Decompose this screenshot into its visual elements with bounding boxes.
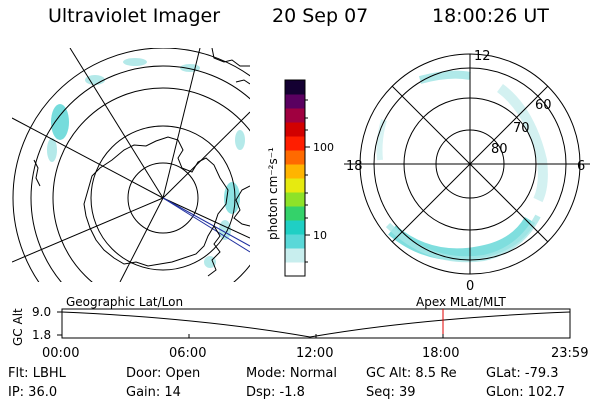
- mlt-label-0: 0: [466, 279, 474, 294]
- left-panel-label: Geographic Lat/Lon: [66, 295, 183, 309]
- coastline-antarctica: [83, 136, 229, 267]
- info-door: Door: Open: [126, 366, 200, 381]
- info-gcalt: GC Alt: 8.5 Re: [366, 366, 457, 381]
- coastline-oceania: [211, 48, 250, 85]
- mlt-label-18: 18: [346, 159, 363, 174]
- mlat-label-80: 80: [491, 142, 508, 157]
- mlat-label-60: 60: [535, 98, 552, 113]
- magnetic-polar-plot: 12 6 0 18 60 70 80: [344, 49, 590, 294]
- altitude-ylabel: GC Alt: [11, 308, 25, 346]
- xtick-2359: 23:59: [551, 346, 588, 361]
- colorbar-cell: [285, 262, 305, 277]
- aurora-emission-right: [376, 70, 548, 263]
- altitude-strip: Geographic Lat/Lon Apex MLat/MLT GC Alt …: [11, 295, 588, 361]
- colorbar-cell: [285, 192, 305, 207]
- altitude-frame: [61, 308, 571, 339]
- altitude-ytick-top: 9.0: [32, 305, 51, 319]
- longitude-lines: [12, 48, 250, 282]
- xtick-1200: 12:00: [296, 346, 333, 361]
- colorbar-cell: [285, 178, 305, 193]
- mlat-label-70: 70: [513, 121, 530, 136]
- colorbar-cell: [285, 122, 305, 137]
- coastline-south-america: [233, 185, 250, 227]
- mlt-lines: [344, 54, 590, 274]
- colorbar-cell: [285, 150, 305, 165]
- colorbar-tick-10: 10: [313, 229, 327, 242]
- colorbar-cell: [285, 94, 305, 109]
- colorbar-cell: [285, 108, 305, 123]
- right-panel-label: Apex MLat/MLT: [416, 295, 506, 309]
- colorbar-frame: [284, 79, 306, 277]
- xtick-0600: 06:00: [169, 346, 206, 361]
- colorbar-tick-100: 100: [313, 141, 334, 154]
- xtick-0000: 00:00: [42, 346, 79, 361]
- info-seq: Seq: 39: [366, 385, 416, 400]
- colorbar-cell: [285, 234, 305, 249]
- coastline-peninsula: [207, 225, 221, 277]
- info-dsp: Dsp: -1.8: [246, 385, 305, 400]
- coastline-africa: [33, 159, 41, 187]
- colorbar-cell: [285, 248, 305, 263]
- mlt-label-12: 12: [474, 49, 491, 64]
- info-gain: Gain: 14: [126, 385, 181, 400]
- altitude-ticks: [57, 311, 444, 338]
- info-block: Flt: LBHL IP: 36.0 Door: Open Gain: 14 M…: [8, 366, 565, 400]
- colorbar-cell: [285, 220, 305, 235]
- terminator-lines: [162, 197, 250, 253]
- header-date: 20 Sep 07: [272, 5, 369, 27]
- mlt-label-6: 6: [577, 159, 585, 174]
- latitude-circles: [12, 48, 250, 282]
- altitude-curve: [61, 311, 571, 338]
- colorbar: 100 10 photon cm⁻²s⁻¹: [266, 79, 334, 277]
- info-glat: GLat: -79.3: [486, 366, 559, 381]
- info-mode: Mode: Normal: [246, 366, 337, 381]
- info-flt: Flt: LBHL: [8, 366, 67, 381]
- xtick-1800: 18:00: [422, 346, 459, 361]
- colorbar-label: photon cm⁻²s⁻¹: [266, 147, 280, 240]
- colorbar-cell: [285, 206, 305, 221]
- altitude-ytick-bottom: 1.8: [32, 328, 51, 342]
- colorbar-cell: [285, 136, 305, 151]
- header-title: Ultraviolet Imager: [48, 5, 221, 27]
- info-ip: IP: 36.0: [8, 385, 57, 400]
- header-time: 18:00:26 UT: [432, 5, 549, 27]
- colorbar-ticks: [305, 99, 310, 263]
- colorbar-cell: [285, 164, 305, 179]
- geographic-map: [12, 48, 250, 282]
- info-glon: GLon: 102.7: [486, 385, 565, 400]
- colorbar-cell: [285, 80, 305, 95]
